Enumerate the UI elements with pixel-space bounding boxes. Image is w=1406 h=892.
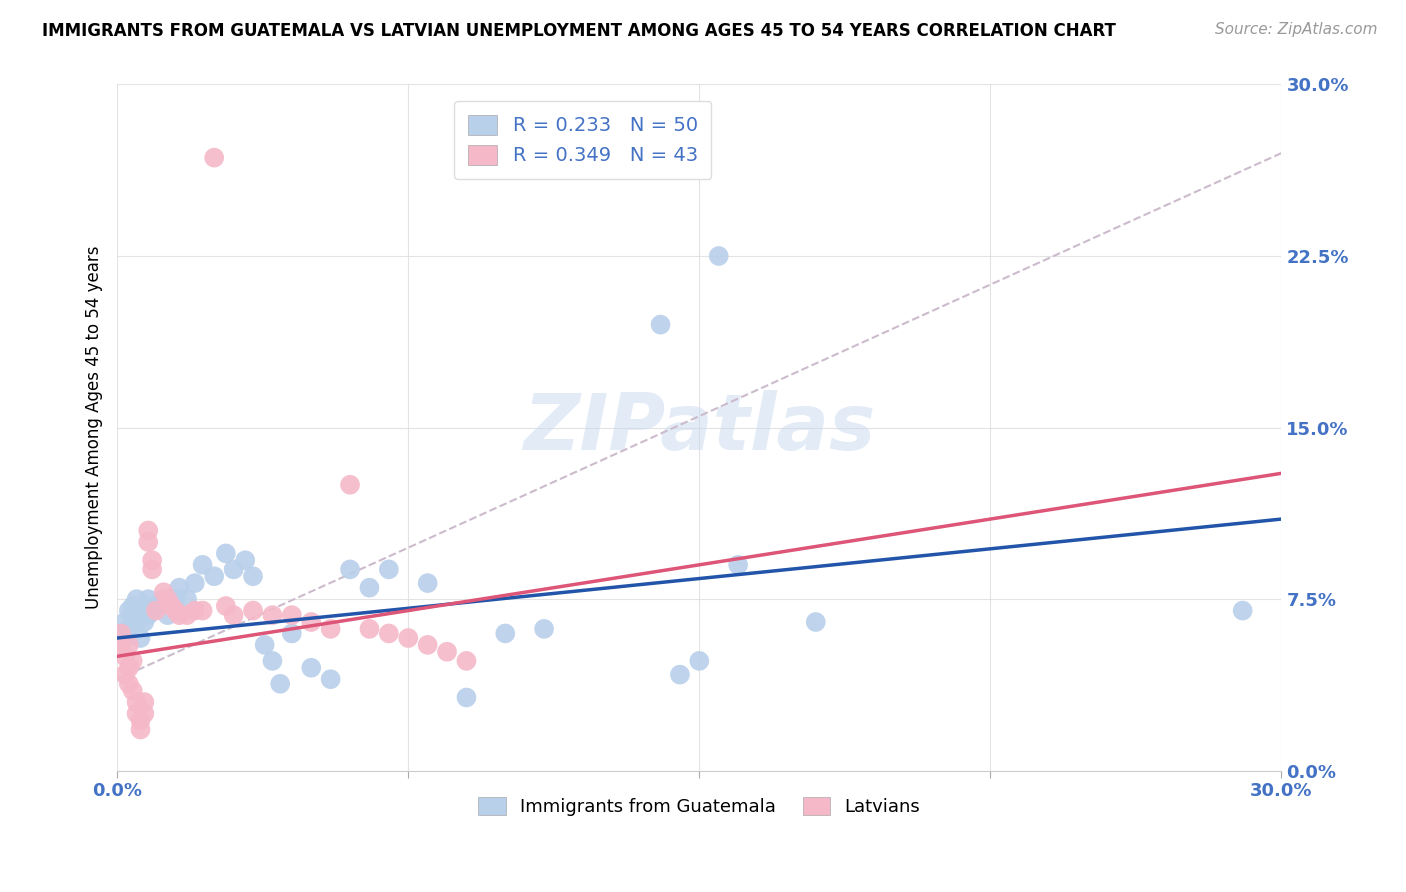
Point (136, 608, 159, 623)
Point (359, 581, 381, 595)
Point (262, 654, 284, 668)
Text: ZIPatlas: ZIPatlas (523, 390, 876, 466)
Point (141, 562, 163, 576)
Point (110, 626, 132, 640)
Point (118, 622, 141, 636)
Point (299, 661, 322, 675)
Point (160, 599, 183, 613)
Point (125, 615, 148, 629)
Point (242, 603, 264, 617)
Point (202, 151, 225, 165)
Point (121, 599, 143, 613)
Point (125, 706, 148, 721)
Text: IMMIGRANTS FROM GUATEMALA VS LATVIAN UNEMPLOYMENT AMONG AGES 45 TO 54 YEARS CORR: IMMIGRANTS FROM GUATEMALA VS LATVIAN UNE… (42, 22, 1116, 40)
Point (669, 667, 692, 681)
Point (118, 677, 141, 691)
Point (416, 576, 439, 591)
Point (114, 649, 136, 664)
Point (114, 667, 136, 681)
Point (129, 723, 152, 737)
Point (378, 562, 401, 576)
Point (114, 615, 136, 629)
Point (688, 654, 710, 668)
Point (176, 592, 198, 607)
Point (129, 608, 152, 623)
Point (136, 524, 159, 538)
Point (281, 608, 304, 623)
Point (152, 592, 174, 607)
Point (242, 569, 264, 583)
Point (222, 608, 245, 623)
Point (114, 631, 136, 645)
Point (134, 706, 156, 721)
Point (233, 553, 256, 567)
Point (319, 672, 342, 686)
Point (156, 608, 179, 623)
Point (156, 592, 179, 607)
Point (121, 608, 143, 623)
Point (396, 631, 419, 645)
Point (121, 683, 143, 698)
Point (494, 626, 516, 640)
Point (145, 603, 167, 617)
Point (121, 654, 143, 668)
Point (191, 603, 214, 617)
Point (299, 615, 322, 629)
Point (215, 599, 238, 613)
Point (378, 626, 401, 640)
Point (129, 631, 152, 645)
Point (165, 592, 187, 607)
Point (436, 645, 458, 659)
Point (202, 569, 225, 583)
Point (141, 603, 163, 617)
Point (215, 546, 238, 560)
Point (129, 714, 152, 728)
Point (184, 576, 207, 591)
Point (110, 638, 132, 652)
Text: Source: ZipAtlas.com: Source: ZipAtlas.com (1215, 22, 1378, 37)
Point (176, 608, 198, 623)
Point (269, 677, 291, 691)
Point (134, 599, 156, 613)
Point (319, 622, 342, 636)
Point (141, 553, 163, 567)
Point (727, 558, 749, 572)
Point (222, 562, 245, 576)
Point (253, 638, 276, 652)
Point (165, 603, 187, 617)
Point (456, 690, 478, 705)
Point (125, 695, 148, 709)
Point (533, 622, 555, 636)
Point (152, 585, 174, 599)
Point (191, 558, 214, 572)
Point (804, 615, 827, 629)
Point (359, 622, 381, 636)
Point (136, 535, 159, 549)
Y-axis label: Unemployment Among Ages 45 to 54 years: Unemployment Among Ages 45 to 54 years (86, 246, 103, 609)
Point (707, 249, 730, 263)
Point (118, 638, 141, 652)
Point (145, 599, 167, 613)
Point (136, 592, 159, 607)
Point (184, 603, 207, 617)
Point (110, 638, 132, 652)
Point (169, 608, 191, 623)
Point (262, 608, 284, 623)
Point (169, 581, 191, 595)
Point (416, 638, 439, 652)
Point (125, 592, 148, 607)
Point (134, 615, 156, 629)
Point (118, 661, 141, 675)
Point (1232, 603, 1254, 617)
Point (110, 626, 132, 640)
Point (134, 695, 156, 709)
Legend: Immigrants from Guatemala, Latvians: Immigrants from Guatemala, Latvians (471, 789, 928, 823)
Point (650, 318, 672, 332)
Point (339, 477, 361, 491)
Point (118, 603, 141, 617)
Point (456, 654, 478, 668)
Point (281, 626, 304, 640)
Point (339, 562, 361, 576)
